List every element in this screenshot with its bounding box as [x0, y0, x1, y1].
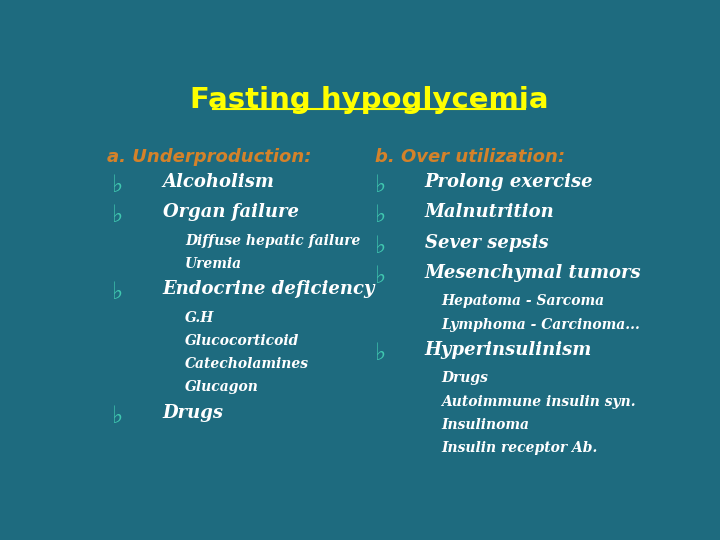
Text: Endocrine deficiency: Endocrine deficiency — [163, 280, 375, 298]
Text: ♭: ♭ — [374, 173, 386, 197]
Text: Diffuse hepatic failure: Diffuse hepatic failure — [185, 234, 360, 248]
Text: Autoimmune insulin syn.: Autoimmune insulin syn. — [441, 395, 636, 409]
Text: Malnutrition: Malnutrition — [425, 203, 554, 221]
Text: G.H: G.H — [185, 310, 215, 325]
Text: Drugs: Drugs — [163, 404, 223, 422]
Text: Organ failure: Organ failure — [163, 203, 299, 221]
Text: b. Over utilization:: b. Over utilization: — [374, 148, 564, 166]
Text: ♭: ♭ — [112, 280, 123, 304]
Text: ♭: ♭ — [112, 203, 123, 227]
Text: Hepatoma - Sarcoma: Hepatoma - Sarcoma — [441, 294, 605, 308]
Text: Fasting hypoglycemia: Fasting hypoglycemia — [190, 85, 548, 113]
Text: Insulinoma: Insulinoma — [441, 418, 529, 432]
Text: ♭: ♭ — [374, 341, 386, 365]
Text: Insulin receptor Ab.: Insulin receptor Ab. — [441, 441, 598, 455]
Text: ♭: ♭ — [374, 203, 386, 227]
Text: ♭: ♭ — [374, 264, 386, 288]
Text: Glucagon: Glucagon — [185, 380, 258, 394]
Text: Glucocorticoid: Glucocorticoid — [185, 334, 300, 348]
Text: Uremia: Uremia — [185, 257, 242, 271]
Text: Mesenchymal tumors: Mesenchymal tumors — [425, 264, 642, 282]
Text: Sever sepsis: Sever sepsis — [425, 234, 549, 252]
Text: Drugs: Drugs — [441, 371, 488, 385]
Text: Alcoholism: Alcoholism — [163, 173, 274, 191]
Text: ♭: ♭ — [374, 234, 386, 258]
Text: ♭: ♭ — [112, 404, 123, 428]
Text: Catecholamines: Catecholamines — [185, 357, 309, 371]
Text: Hyperinsulinism: Hyperinsulinism — [425, 341, 592, 359]
Text: Lymphoma - Carcinoma...: Lymphoma - Carcinoma... — [441, 318, 640, 332]
Text: ♭: ♭ — [112, 173, 123, 197]
Text: a. Underproduction:: a. Underproduction: — [107, 148, 311, 166]
Text: Prolong exercise: Prolong exercise — [425, 173, 593, 191]
